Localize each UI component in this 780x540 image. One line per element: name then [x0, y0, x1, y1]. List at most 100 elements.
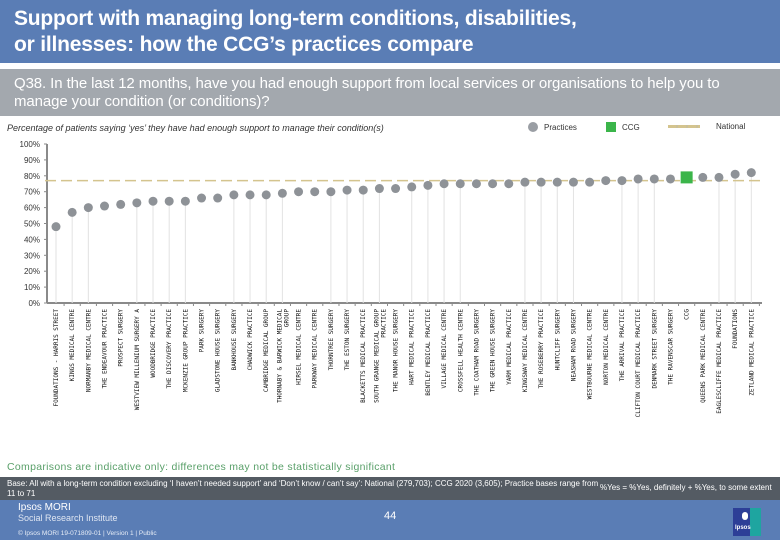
practice-point: [665, 174, 675, 184]
legend-label-practices: Practices: [544, 122, 577, 132]
x-category-label: BANKHOUSE SURGERY: [231, 309, 238, 371]
practice-point: [504, 179, 514, 189]
practice-comparison-chart: 0% 10% 20% 30% 40% 50% 60% 70% 80% 90% 100% FOUNDA…: [20, 140, 762, 418]
footer: Ipsos MORI Social Research Institute © I…: [0, 500, 780, 540]
x-category-label: SOUTH GRANGE MEDICAL GROUPPRACTICE: [373, 309, 387, 403]
x-category-label: HIRSEL MEDICAL CENTRE: [296, 309, 303, 385]
x-category-label: CCG: [684, 309, 691, 320]
x-category-label: WESTBOURNE MEDICAL CENTRE: [587, 309, 594, 400]
practice-point: [585, 177, 595, 187]
x-category-label: NORMANBY MEDICAL CENTRE: [85, 309, 92, 392]
practice-point: [245, 190, 255, 200]
y-tick-label: 10%: [24, 283, 40, 292]
brand-subtitle: Social Research Institute: [18, 513, 118, 523]
practice-point: [423, 180, 433, 190]
x-category-label: DENMARK STREET SURGERY: [651, 309, 658, 389]
x-category-label: WOODBRIDGE PRACTICE: [150, 309, 157, 378]
data-points: [51, 168, 756, 232]
practice-point: [164, 196, 174, 206]
x-category-label: BLACKETTS MEDICAL PRACTICE: [360, 309, 367, 403]
practice-point: [67, 207, 77, 217]
x-category-label: THE MANOR HOUSE SURGERY: [393, 309, 400, 392]
legend-item-national: National: [668, 122, 745, 131]
practice-point: [536, 177, 546, 187]
practice-point: [633, 174, 643, 184]
practice-point: [83, 203, 93, 213]
practice-point: [51, 222, 61, 232]
practice-point: [100, 201, 110, 211]
y-tick-label: 50%: [24, 220, 40, 229]
x-category-label: THE ENDEAVOUR PRACTICE: [102, 309, 109, 389]
x-category-label: THORNTREE SURGERY: [328, 309, 335, 371]
x-category-label: NORTON MEDICAL CENTRE: [603, 309, 610, 385]
practice-point: [649, 174, 659, 184]
title-band: Support with managing long-term conditio…: [0, 0, 780, 63]
x-category-label: THE ESTON SURGERY: [344, 309, 351, 371]
y-tick-label: 60%: [24, 204, 40, 213]
x-category-label: THE DISCOVERY PRACTICE: [166, 309, 173, 389]
page-title-line-2: or illnesses: how the CCG’s practices co…: [14, 33, 474, 56]
practice-point: [116, 199, 126, 209]
x-category-label: VILLAGE MEDICAL CENTRE: [441, 309, 448, 389]
practice-point: [261, 190, 271, 200]
legend-item-ccg: CCG: [606, 122, 640, 132]
x-category-label: THE ROSEBERRY PRACTICE: [538, 309, 545, 389]
practice-point: [520, 177, 530, 187]
practice-point: [746, 168, 756, 178]
x-category-label: GLADSTONE HOUSE SURGERY: [215, 309, 222, 392]
practice-point: [617, 176, 627, 186]
national-line-icon: [668, 125, 700, 128]
logo-dot: [742, 512, 748, 520]
y-tick-label: 100%: [20, 140, 40, 149]
x-category-label: ZETLAND MEDICAL PRACTICE: [748, 309, 755, 396]
practice-point: [407, 182, 417, 192]
x-category-label: CROSSFELL HEALTH CENTRE: [457, 309, 464, 392]
x-category-label: MCKENZIE GROUP PRACTICE: [182, 309, 189, 392]
practice-point: [310, 187, 320, 197]
logo-text: Ipsos: [735, 525, 751, 531]
x-category-label: WESTVIEW MILLENIUM SURGERY A: [134, 309, 141, 411]
x-category-label: CHADWICK PRACTICE: [247, 309, 254, 371]
ccg-marker: [680, 171, 693, 184]
page-title: Support with managing long-term conditio…: [14, 6, 754, 58]
practice-point: [391, 184, 401, 194]
x-category-label-line: GROUP: [283, 309, 290, 327]
practice-point: [568, 177, 578, 187]
practice-point: [730, 169, 740, 179]
x-category-label: PARK SURGERY: [199, 309, 206, 353]
y-tick-label: 20%: [24, 267, 40, 276]
practice-point: [342, 185, 352, 195]
question-band: Q38. In the last 12 months, have you had…: [0, 69, 780, 116]
y-tick-label: 0%: [28, 299, 40, 308]
footer-meta: © Ipsos MORI 19-071809-01 | Version 1 | …: [18, 530, 157, 537]
x-axis-labels: FOUNDATIONS - HARRIS STREET KINGS MEDICAL…: [53, 309, 755, 418]
x-category-label: PROSPECT SURGERY: [118, 309, 125, 367]
practice-point: [471, 179, 481, 189]
brand-name: Ipsos MORI: [18, 502, 71, 513]
footer-brand: Ipsos MORI Social Research Institute: [18, 502, 118, 524]
ipsos-logo-icon: Ipsos: [733, 508, 761, 536]
base-band: Base: All with a long-term condition exc…: [0, 477, 780, 500]
x-category-label: BENTLEY MEDICAL PRACTICE: [425, 309, 432, 396]
practice-point: [488, 179, 498, 189]
y-tick-label: 30%: [24, 251, 40, 260]
practice-point: [180, 196, 190, 206]
practice-point: [213, 193, 223, 203]
x-category-label: HART MEDICAL PRACTICE: [409, 309, 416, 385]
x-category-label-line: THORNABY & BARWICK MEDICAL: [276, 309, 283, 403]
practice-point: [698, 172, 708, 182]
drop-lines: [55, 172, 752, 303]
chart-subtitle: Percentage of patients saying ‘yes’ they…: [7, 123, 384, 133]
practice-point: [197, 193, 207, 203]
chart-legend: Practices CCG National: [528, 122, 778, 136]
x-category-label: THORNABY & BARWICK MEDICALGROUP: [276, 309, 290, 403]
page-number: 44: [384, 510, 397, 522]
practice-point: [229, 190, 239, 200]
x-category-label: QUEENS PARK MEDICAL CENTRE: [700, 309, 707, 403]
x-category-label: FOUNDATIONS - HARRIS STREET: [53, 309, 60, 407]
legend-label-ccg: CCG: [622, 122, 640, 132]
practice-point: [439, 179, 449, 189]
x-category-label: FOUNDATIONS: [732, 309, 739, 349]
practice-dot-icon: [528, 122, 538, 132]
x-category-label: CAMBRIDGE MEDICAL GROUP: [263, 309, 270, 392]
